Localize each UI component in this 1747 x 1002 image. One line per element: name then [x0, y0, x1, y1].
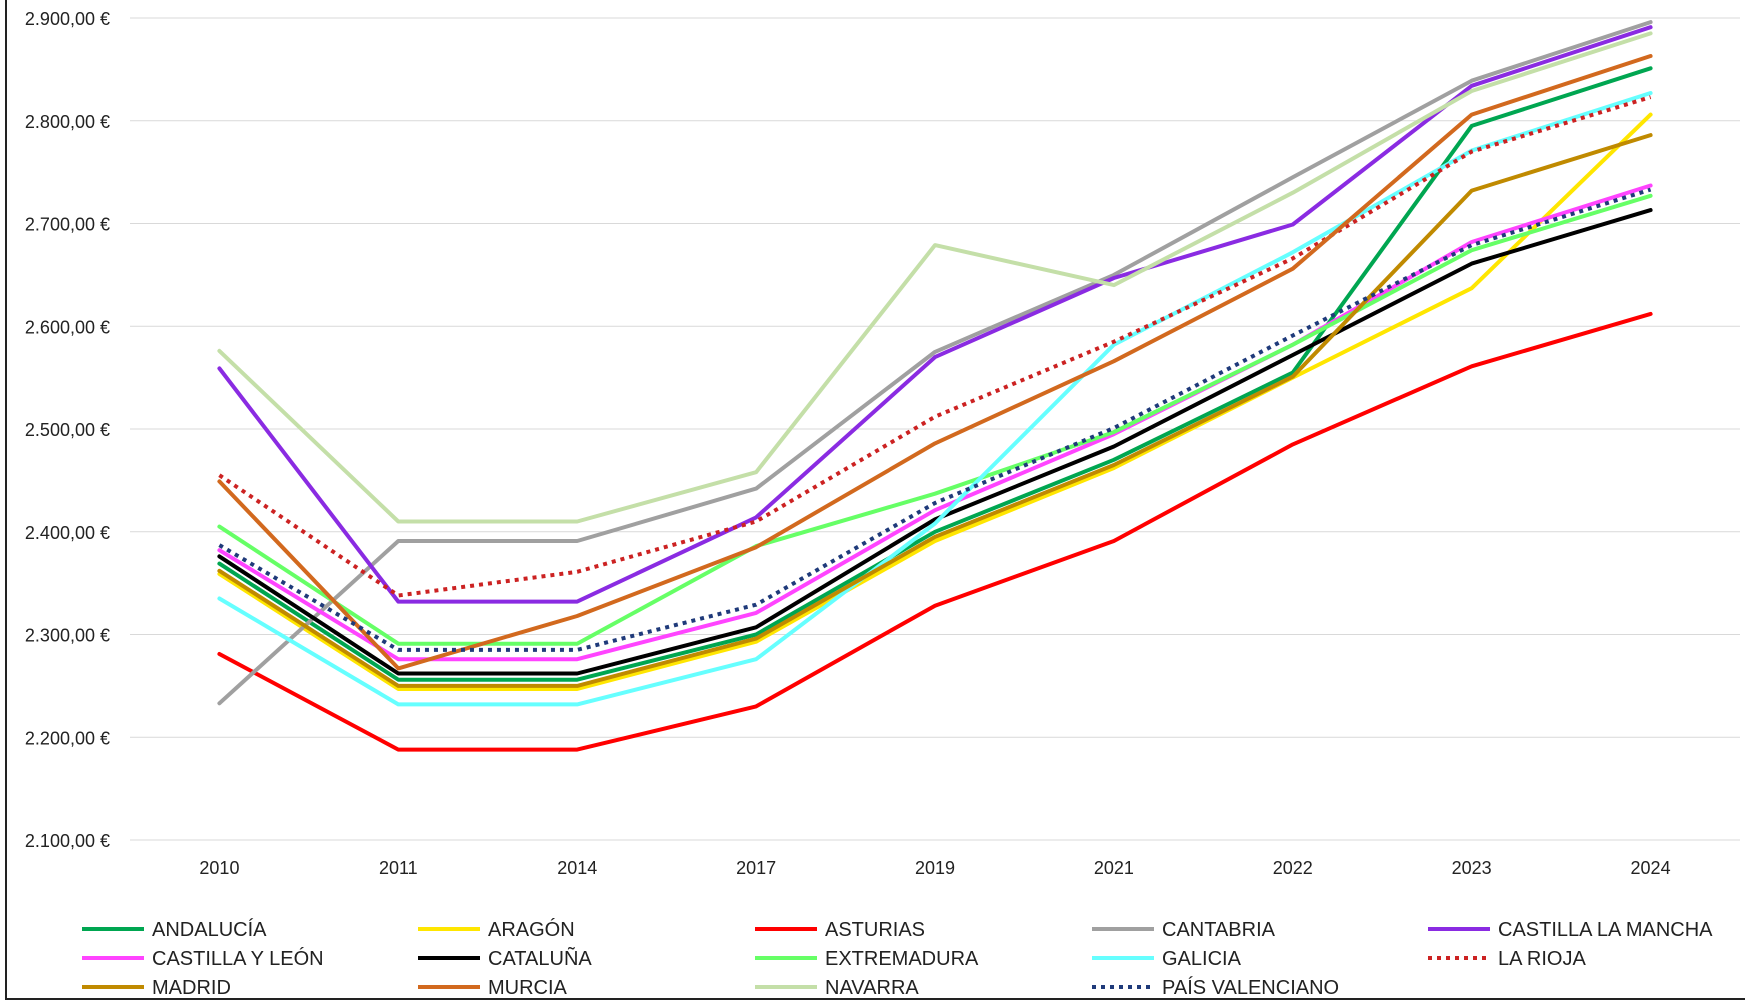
series-line-11 — [217, 54, 1653, 671]
y-axis: 2.100,00 € 2.200,00 € 2.300,00 € 2.400,00 €… — [25, 9, 110, 851]
series-line-4 — [217, 25, 1653, 604]
series-line-5 — [217, 183, 1653, 662]
legend-label: ASTURIAS — [825, 919, 925, 941]
x-tick-label: 2024 — [1631, 858, 1671, 878]
series-line-6 — [217, 208, 1653, 676]
y-tick-label: 2.100,00 € — [25, 831, 110, 851]
legend-label: CATALUÑA — [488, 946, 592, 970]
series-line-13 — [218, 187, 1652, 652]
legend: ANDALUCÍA ARAGÓN ASTURIAS CANTABRIA CASTILLA… — [82, 918, 1713, 999]
legend-label: EXTREMADURA — [825, 948, 979, 970]
x-tick-label: 2019 — [915, 858, 955, 878]
legend-label: CASTILLA Y LEÓN — [152, 947, 324, 970]
series-line-3 — [217, 20, 1653, 706]
y-tick-label: 2.200,00 € — [25, 728, 110, 748]
x-tick-label: 2014 — [557, 858, 597, 878]
series-line-7 — [217, 193, 1653, 646]
legend-label: ARAGÓN — [488, 918, 575, 941]
y-tick-label: 2.900,00 € — [25, 9, 110, 29]
y-tick-label: 2.600,00 € — [25, 317, 110, 337]
legend-label: ANDALUCÍA — [152, 918, 267, 941]
legend-label: GALICIA — [1162, 948, 1242, 970]
x-tick-label: 2021 — [1094, 858, 1134, 878]
legend-label: NAVARRA — [825, 977, 919, 999]
y-tick-label: 2.300,00 € — [25, 626, 110, 646]
x-tick-label: 2023 — [1452, 858, 1492, 878]
series-line-1 — [217, 112, 1653, 691]
series-line-12 — [217, 31, 1653, 524]
legend-label: CASTILLA LA MANCHA — [1498, 919, 1713, 941]
legend-label: LA RIOJA — [1498, 948, 1586, 970]
legend-label: MADRID — [152, 977, 231, 999]
legend-label: CANTABRIA — [1162, 919, 1276, 941]
series-line-10 — [217, 133, 1653, 688]
x-axis: 2010 2011 2014 2017 2019 2021 2022 2023 2024 — [199, 858, 1670, 878]
y-tick-label: 2.800,00 € — [25, 112, 110, 132]
legend-label: MURCIA — [488, 977, 568, 999]
x-tick-label: 2017 — [736, 858, 776, 878]
x-tick-label: 2022 — [1273, 858, 1313, 878]
x-tick-label: 2011 — [379, 858, 418, 878]
grid-lines — [130, 17, 1740, 841]
series-line-2 — [217, 311, 1653, 752]
y-tick-label: 2.500,00 € — [25, 420, 110, 440]
y-tick-label: 2.400,00 € — [25, 523, 110, 543]
legend-label: PAÍS VALENCIANO — [1162, 976, 1339, 999]
series-line-0 — [217, 66, 1653, 682]
x-tick-label: 2010 — [199, 858, 239, 878]
y-tick-label: 2.700,00 € — [25, 215, 110, 235]
series-group — [217, 20, 1653, 752]
series-line-8 — [217, 91, 1653, 707]
